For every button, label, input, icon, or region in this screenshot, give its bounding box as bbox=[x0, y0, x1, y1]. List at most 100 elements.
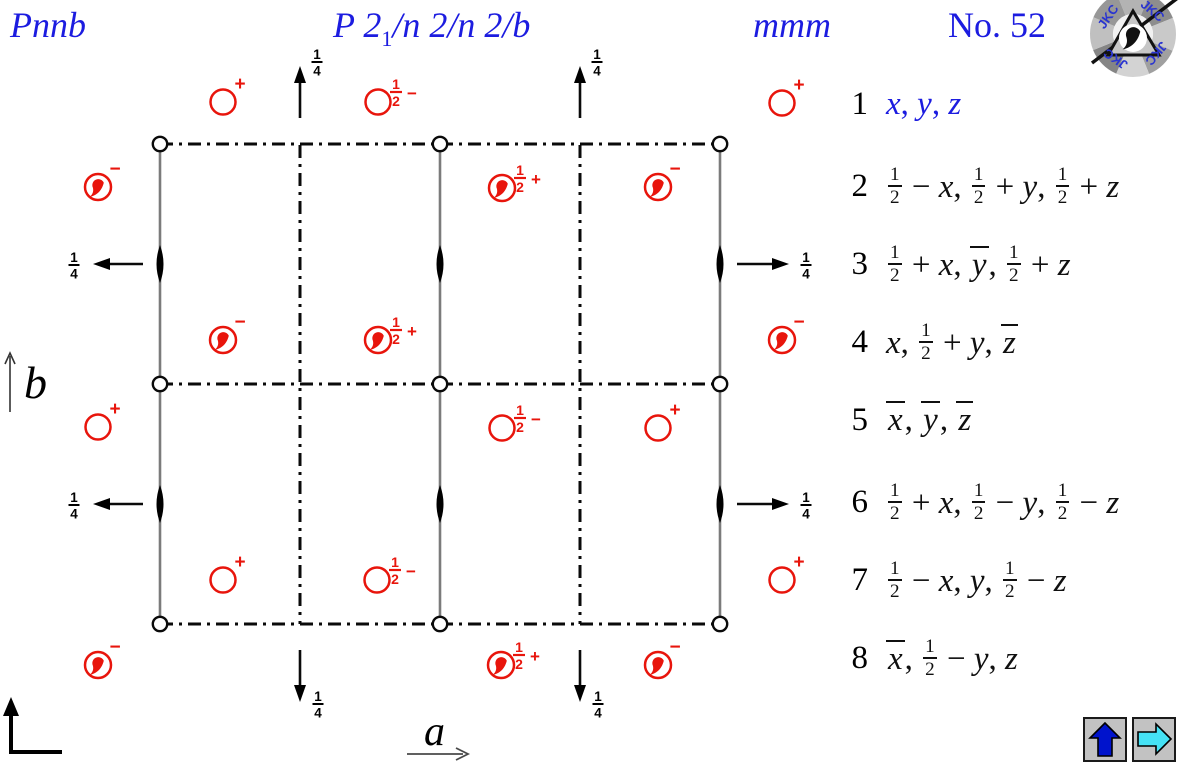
atom-open-circle: + bbox=[768, 552, 805, 594]
inversion-center-node bbox=[431, 375, 449, 393]
atom-open-circle: − bbox=[364, 84, 417, 116]
overline-var: z bbox=[956, 400, 974, 438]
svg-text:1: 1 bbox=[515, 639, 523, 655]
atom-open-circle: − bbox=[363, 562, 416, 594]
up-arrow-icon bbox=[1088, 721, 1122, 757]
atom-open-circle: + bbox=[644, 400, 681, 442]
overline-var: z bbox=[1001, 323, 1018, 361]
svg-text:1: 1 bbox=[516, 162, 524, 178]
atom-comma-circle: − bbox=[83, 159, 121, 202]
nav-up-button[interactable] bbox=[1083, 717, 1127, 762]
atom-sign-label: + bbox=[793, 75, 804, 96]
svg-text:4: 4 bbox=[802, 267, 810, 282]
atom-sign-label: − bbox=[669, 159, 680, 180]
inversion-center-node bbox=[711, 615, 729, 633]
a-axis-arrow bbox=[407, 747, 471, 761]
logo-comma-icon bbox=[1122, 27, 1141, 50]
position-number: 4 bbox=[851, 323, 869, 360]
quarter-height-label: 14 bbox=[311, 47, 323, 79]
hm-symbol-full: P 21/n 2/n 2/b bbox=[333, 5, 531, 51]
position-coordinates: x, y, z bbox=[886, 85, 962, 122]
two-fold-axis-arrow bbox=[294, 66, 306, 118]
svg-text:2: 2 bbox=[392, 93, 400, 109]
two-fold-axis-arrow bbox=[93, 258, 143, 270]
atom-open-circle: + bbox=[209, 74, 246, 116]
quarter-height-label: 14 bbox=[800, 250, 812, 282]
quarter-height-label: 14 bbox=[68, 490, 80, 522]
inversion-center-node bbox=[151, 615, 169, 633]
position-number: 7 bbox=[851, 561, 869, 598]
atom-sign-label: − bbox=[669, 637, 680, 658]
two-fold-axis-lens bbox=[716, 485, 724, 523]
atom-open-circle: + bbox=[84, 399, 121, 441]
position-number: 1 bbox=[851, 85, 869, 122]
two-fold-axis-lens bbox=[156, 245, 164, 283]
atom-open-circle: + bbox=[209, 552, 246, 594]
logo-ring-sector bbox=[1151, 17, 1176, 51]
space-group-number: No. 52 bbox=[948, 5, 1046, 45]
svg-text:2: 2 bbox=[391, 571, 399, 587]
atom-comma-circle: − bbox=[643, 159, 681, 202]
svg-text:1: 1 bbox=[594, 689, 602, 704]
svg-text:1: 1 bbox=[391, 554, 399, 570]
overline-var: y bbox=[969, 245, 989, 283]
svg-text:4: 4 bbox=[70, 507, 78, 522]
svg-text:2: 2 bbox=[515, 656, 523, 672]
atom-open-circle: + bbox=[768, 75, 805, 117]
atom-sign-label: + bbox=[531, 170, 541, 189]
two-fold-axis-arrow bbox=[737, 498, 789, 510]
atom-sign-label: + bbox=[407, 322, 417, 341]
overline-var: y bbox=[921, 400, 940, 438]
atom-comma-circle: + bbox=[363, 322, 417, 355]
atom-comma-circle: − bbox=[208, 312, 246, 355]
logo-ring-sector bbox=[1093, 0, 1126, 27]
atom-comma-circle: − bbox=[83, 637, 121, 680]
svg-text:1: 1 bbox=[313, 47, 321, 62]
position-coordinates: x, y, z bbox=[886, 400, 974, 438]
quarter-height-label: 14 bbox=[68, 250, 80, 282]
inversion-center-node bbox=[151, 135, 169, 153]
logo-ring-sector bbox=[1090, 17, 1115, 51]
atom-sign-label: + bbox=[234, 74, 245, 95]
inversion-center-node bbox=[431, 135, 449, 153]
atom-sign-label: − bbox=[793, 312, 804, 333]
svg-text:2: 2 bbox=[516, 179, 524, 195]
atom-sign-label: + bbox=[669, 400, 680, 421]
atom-sign-label: − bbox=[109, 159, 120, 180]
atom-sign-label: − bbox=[234, 312, 245, 333]
half-height-label: 12 bbox=[389, 554, 401, 587]
svg-text:4: 4 bbox=[594, 706, 602, 721]
atom-comma-circle: − bbox=[643, 637, 681, 680]
two-fold-axis-lens bbox=[156, 485, 164, 523]
inversion-center-node bbox=[711, 135, 729, 153]
position-number: 3 bbox=[851, 245, 869, 282]
inversion-center-node bbox=[151, 375, 169, 393]
half-height-label: 12 bbox=[390, 76, 402, 109]
nav-next-button[interactable] bbox=[1132, 717, 1176, 762]
b-axis-label: b bbox=[24, 357, 47, 408]
subscript-one: 1 bbox=[381, 26, 393, 51]
jkc-logo[interactable]: JKC JKC JKC JKC bbox=[1086, 0, 1180, 78]
svg-text:1: 1 bbox=[516, 402, 524, 418]
hm-symbol-short: Pnnb bbox=[10, 5, 86, 45]
position-number: 2 bbox=[851, 167, 869, 204]
atom-comma-circle: + bbox=[487, 170, 541, 203]
atom-sign-label: − bbox=[406, 562, 416, 581]
atom-sign-label: + bbox=[109, 399, 120, 420]
two-fold-axis-lens bbox=[436, 245, 444, 283]
